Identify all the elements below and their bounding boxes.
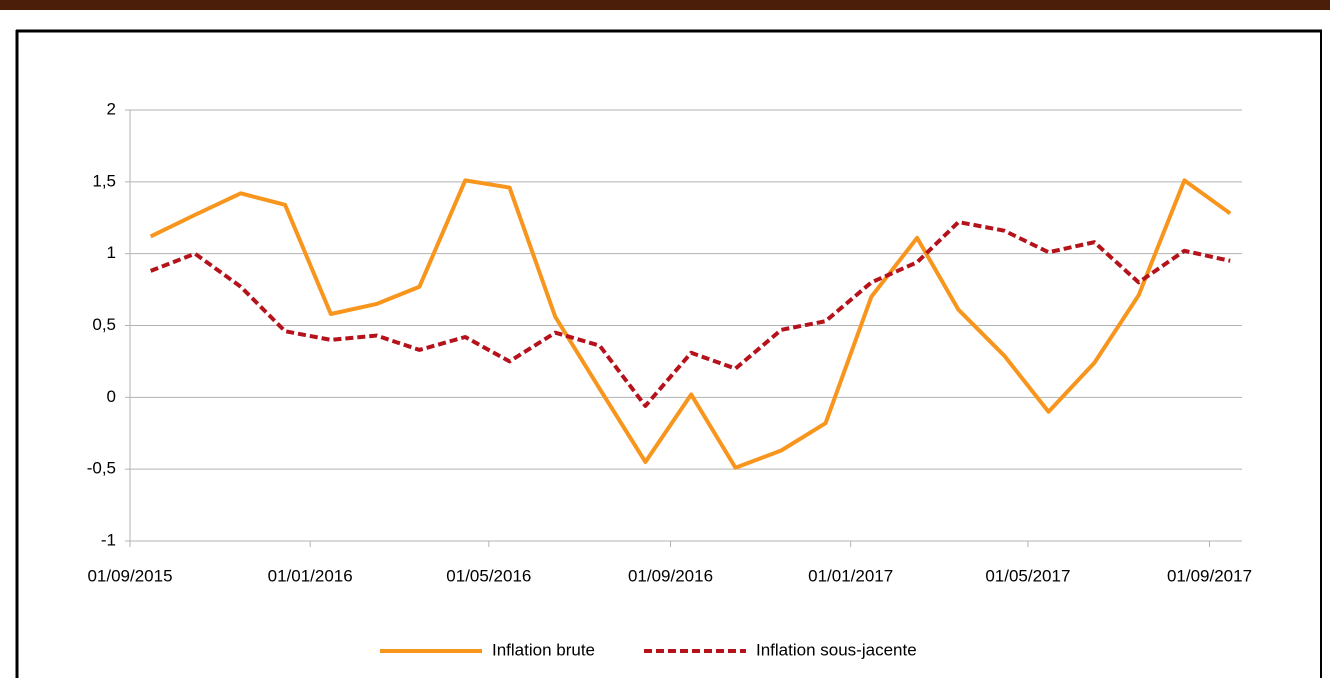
x-tick-label: 01/01/2017	[808, 566, 893, 585]
x-tick-label: 01/05/2017	[985, 566, 1070, 585]
y-tick-label: 1	[107, 243, 116, 262]
series-line	[149, 220, 1231, 408]
y-tick-label: 1,5	[92, 171, 116, 190]
series-line	[149, 178, 1232, 470]
y-tick-label: 2	[107, 99, 116, 118]
x-tick-label: 01/09/2017	[1167, 566, 1252, 585]
x-tick-label: 01/05/2016	[446, 566, 531, 585]
legend-label: Inflation brute	[492, 640, 595, 659]
y-tick-label: 0,5	[92, 315, 116, 334]
legend-label: Inflation sous-jacente	[756, 640, 917, 659]
top-bar	[0, 0, 1330, 10]
x-tick-label: 01/01/2016	[268, 566, 353, 585]
y-tick-label: -0,5	[87, 459, 116, 478]
y-tick-label: 0	[107, 387, 116, 406]
x-tick-label: 01/09/2015	[87, 566, 172, 585]
x-tick-label: 01/09/2016	[628, 566, 713, 585]
y-tick-label: -1	[101, 530, 116, 549]
